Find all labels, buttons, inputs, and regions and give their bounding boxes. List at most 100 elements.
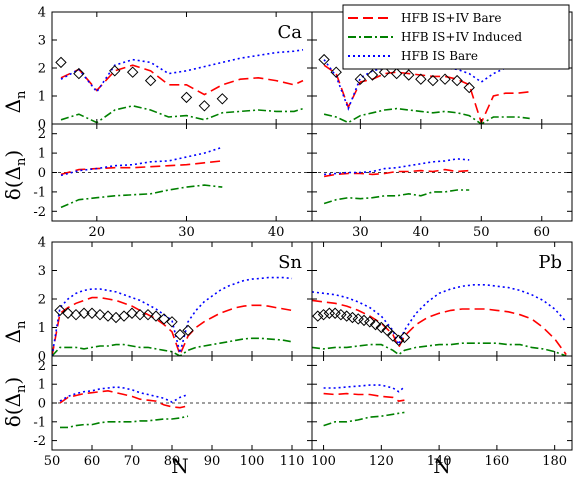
x-tick-label: 100 bbox=[240, 454, 265, 469]
series-hfb-is-iv-bare bbox=[60, 64, 304, 96]
y-tick-label: 3 bbox=[38, 34, 46, 49]
experiment-point bbox=[144, 74, 157, 87]
experiment-point bbox=[126, 307, 138, 319]
experiment-point bbox=[364, 316, 376, 328]
experiment-point bbox=[378, 66, 391, 78]
experiment-point bbox=[317, 308, 330, 321]
experiment-point bbox=[375, 321, 388, 334]
y-tick-label: 2 bbox=[38, 62, 46, 77]
svg-text:Δn: Δn bbox=[1, 90, 29, 113]
experiment-point bbox=[54, 304, 66, 317]
experiment-point bbox=[174, 328, 186, 341]
experiment-points bbox=[54, 304, 194, 341]
experiment-point bbox=[323, 307, 336, 319]
xlabel-n-right: N bbox=[433, 454, 451, 478]
experiment-point bbox=[390, 67, 403, 80]
panels: 01234Ca-2-1012203040Ni3040506001234Sn-2-… bbox=[33, 6, 573, 469]
series-hfb-is-iv-bare bbox=[52, 296, 293, 356]
experiment-point bbox=[158, 313, 170, 325]
experiment-point bbox=[354, 73, 367, 85]
series-hfb-is-iv-bare bbox=[60, 160, 223, 176]
experiment-point bbox=[392, 334, 405, 347]
y-tick-label: 0 bbox=[38, 118, 46, 133]
svg-text:δ(Δn): δ(Δn) bbox=[1, 150, 29, 200]
series-hfb-is-iv-bare bbox=[323, 168, 470, 178]
ylabel-delta-bottom: δ(Δn) bbox=[1, 150, 29, 200]
series-hfb-is-iv-induced bbox=[60, 104, 304, 124]
experiment-point bbox=[463, 81, 475, 94]
series-hfb-is-iv-bare bbox=[59, 389, 189, 409]
experiment-point bbox=[198, 100, 211, 112]
series-hfb-is-bare bbox=[312, 283, 567, 347]
experiment-point bbox=[78, 307, 90, 319]
series-hfb-is-iv-bare bbox=[323, 392, 405, 402]
legend: HFB IS+IV Bare HFB IS+IV Induced HFB IS … bbox=[342, 4, 570, 70]
element-label-ca: Ca bbox=[277, 22, 302, 43]
subplot-ca-upper: 0 1 2 3 4 Ca bbox=[38, 6, 313, 133]
y-tick-label: 0 bbox=[38, 166, 46, 181]
x-tick-label: 50 bbox=[473, 225, 490, 240]
series-hfb-is-bare bbox=[52, 276, 293, 356]
experiment-point bbox=[55, 56, 67, 69]
experiment-point bbox=[398, 331, 411, 344]
series-hfb-is-iv-bare bbox=[323, 64, 530, 124]
x-tick-label: 30 bbox=[352, 225, 369, 240]
series-hfb-is-iv-induced bbox=[312, 342, 567, 356]
experiment-point bbox=[110, 311, 122, 324]
x-tick-label: 60 bbox=[84, 454, 101, 469]
x-tick-label: 60 bbox=[533, 225, 550, 240]
y-tick-label: 1 bbox=[38, 90, 46, 105]
experiment-point bbox=[312, 310, 324, 322]
series-hfb-is-bare bbox=[323, 56, 531, 111]
experiment-point bbox=[216, 93, 229, 105]
experiment-point bbox=[403, 69, 415, 81]
y-tick-label: 0 bbox=[38, 397, 46, 412]
series-hfb-is-bare bbox=[324, 158, 470, 176]
experiment-point bbox=[366, 69, 379, 81]
experiment-point bbox=[118, 310, 130, 322]
panel-pb: Pb 100 120 140 160 180 bbox=[311, 241, 573, 469]
series-hfb-is-iv-induced bbox=[323, 411, 405, 427]
x-tick-label: 40 bbox=[268, 225, 285, 240]
series-hfb-is-bare bbox=[60, 146, 223, 177]
subplot-sn-upper: 0 1 2 3 4 Sn bbox=[38, 236, 313, 365]
series-group bbox=[60, 49, 304, 124]
subplot-ni-lower: 30 40 50 60 bbox=[311, 123, 573, 240]
y-tick-label: 4 bbox=[38, 6, 46, 21]
experiment-point bbox=[415, 73, 427, 85]
series-group bbox=[312, 283, 567, 356]
axes-frame bbox=[311, 241, 573, 357]
xlabel-n-left: N bbox=[171, 454, 189, 478]
panel-ca: 0 1 2 3 4 Ca -2 -1 0 1 2 20 30 40 bbox=[33, 6, 313, 240]
series-hfb-is-bare bbox=[323, 384, 405, 393]
y-tick-label: 4 bbox=[38, 236, 46, 251]
axes-frame bbox=[51, 11, 313, 125]
subplot-pb-upper: Pb bbox=[311, 241, 573, 357]
experiment-point bbox=[427, 74, 439, 87]
series-group bbox=[323, 56, 531, 124]
series-hfb-is-bare bbox=[60, 49, 304, 94]
series-hfb-is-iv-induced bbox=[60, 415, 189, 429]
x-tick-label: 80 bbox=[164, 454, 181, 469]
experiment-point bbox=[134, 308, 146, 321]
element-label-sn: Sn bbox=[278, 252, 302, 273]
panel-sn: 0 1 2 3 4 Sn -2 -1 0 1 2 50 60 70 80 90 100 110 bbox=[33, 236, 313, 469]
series-group bbox=[323, 384, 405, 427]
x-tick-label: 100 bbox=[311, 454, 336, 469]
subplot-pb-lower: 100 120 140 160 180 bbox=[311, 355, 573, 469]
experiment-point bbox=[166, 316, 178, 328]
x-tick-label: 180 bbox=[542, 454, 567, 469]
ylabel-delta-top: Δn bbox=[1, 90, 29, 113]
experiment-point bbox=[387, 330, 399, 342]
x-tick-label: 110 bbox=[280, 454, 305, 469]
y-tick-label: -2 bbox=[33, 434, 46, 449]
element-label-pb: Pb bbox=[538, 252, 562, 273]
y-tick-label: 2 bbox=[38, 127, 46, 142]
ylabel-delta-bottom-2: δ(Δn) bbox=[1, 377, 29, 427]
y-tick-label: 1 bbox=[38, 321, 46, 336]
y-tick-label: 0 bbox=[38, 350, 46, 365]
y-tick-label: 2 bbox=[38, 359, 46, 374]
series-hfb-is-bare bbox=[59, 386, 189, 404]
experiment-point bbox=[62, 307, 74, 319]
